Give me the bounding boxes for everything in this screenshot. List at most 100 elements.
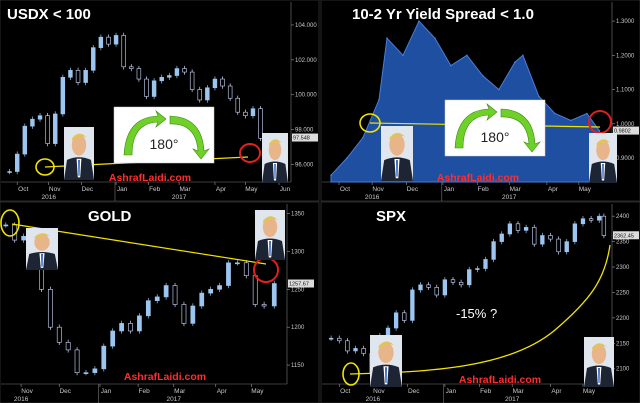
candle-body — [328, 337, 334, 340]
usdx-title: USDX < 100 — [7, 6, 91, 23]
y-tick-label: 102.000 — [295, 58, 317, 64]
candle-body — [220, 78, 225, 87]
highlight-circle — [239, 143, 261, 163]
y-tick-label: 2100 — [616, 367, 630, 373]
candle-body — [92, 368, 98, 373]
rotation-label: 180° — [150, 136, 179, 152]
candle-body — [353, 348, 358, 352]
candle-body — [91, 47, 96, 71]
y-tick-label: 2300 — [616, 265, 630, 271]
candle-body — [121, 35, 126, 68]
year-label: 2016 — [41, 194, 56, 201]
candle-body — [154, 296, 160, 301]
portrait-tie — [396, 160, 398, 177]
candle-body — [402, 312, 407, 321]
candle-body — [30, 118, 35, 127]
candle-body — [258, 108, 263, 139]
portrait-tie — [274, 164, 276, 179]
candle-body — [83, 70, 88, 83]
y-tick-label: 2350 — [616, 240, 630, 246]
candle-body — [113, 35, 119, 45]
x-tick-label: Nov — [21, 388, 33, 395]
candle-body — [243, 262, 249, 276]
candle-body — [53, 113, 58, 144]
candle-body — [601, 215, 607, 236]
candle-body — [597, 215, 602, 221]
y-tick-label: 1200 — [291, 325, 305, 331]
x-tick-label: Apr — [217, 388, 228, 395]
portrait-tie — [602, 164, 604, 179]
candle-body — [3, 224, 9, 227]
candle-body — [119, 323, 124, 332]
y-tick-label: 1.2000 — [616, 53, 635, 59]
y-tick-label: 1350 — [291, 212, 305, 218]
candle-body — [199, 292, 205, 307]
year-label: 2016 — [14, 396, 29, 403]
candle-body — [540, 235, 545, 245]
candle-body — [483, 259, 488, 269]
x-tick-label: Jan — [446, 388, 457, 395]
candle-body — [345, 340, 350, 352]
highlight-circle — [342, 362, 360, 386]
x-tick-label: Oct — [340, 186, 350, 193]
watermark: AshrafLaidi.com — [124, 371, 206, 383]
data-point — [570, 119, 572, 122]
y-tick-label: 0.9000 — [616, 156, 635, 162]
candle-body — [190, 305, 196, 324]
portrait-face — [262, 217, 278, 237]
candle-body — [271, 283, 277, 307]
data-point — [346, 157, 348, 159]
candle-body — [68, 70, 73, 78]
portrait-face — [596, 140, 610, 160]
candle-body — [136, 68, 142, 80]
x-tick-label: May — [251, 388, 264, 395]
candle-body — [475, 268, 480, 270]
gold-title: GOLD — [88, 208, 131, 225]
data-point — [482, 75, 484, 77]
usdx-panel: USDX < 100 104.000 102.000 100.000 98.000 96… — [0, 0, 320, 202]
year-label: 2017 — [505, 396, 520, 403]
candle-body — [45, 115, 50, 144]
x-tick-label: Mar — [510, 186, 522, 193]
candle-body — [564, 241, 569, 253]
x-tick-label: Feb — [149, 186, 161, 193]
candle-body — [197, 89, 202, 101]
x-tick-label: Apr — [216, 186, 227, 193]
x-tick-label: Nov — [49, 186, 61, 193]
candle-body — [252, 275, 258, 305]
candle-body — [21, 235, 26, 241]
x-tick-label: Dec — [407, 186, 419, 193]
portrait-hair — [71, 133, 87, 141]
candle-body — [385, 327, 391, 336]
data-point — [598, 129, 601, 132]
data-point — [450, 64, 452, 67]
candle-body — [98, 36, 104, 48]
candle-body — [208, 289, 214, 294]
candle-body — [7, 171, 12, 173]
portrait-hair — [262, 216, 278, 223]
candle-body — [580, 218, 586, 225]
last-value-box — [613, 231, 639, 240]
portrait-hair — [268, 139, 282, 146]
yield-spread-panel: 10-2 Yr Yield Spread < 1.0 1.3000 1.2000 1… — [320, 0, 640, 202]
x-tick-label: Nov — [373, 388, 385, 395]
portrait-hair — [378, 341, 395, 349]
portrait-tie — [385, 367, 387, 383]
candle-body — [458, 281, 464, 286]
rotate-arrow-icon — [500, 108, 541, 153]
data-point — [586, 112, 588, 115]
last-value-label: 0.9802 — [614, 129, 631, 135]
candle-body — [572, 223, 578, 242]
year-label: 2016 — [365, 194, 380, 201]
candle-body — [261, 304, 267, 307]
candle-body — [227, 85, 233, 99]
candle-body — [212, 78, 218, 89]
rotate-arrow-icon — [454, 103, 498, 149]
x-tick-label: Apr — [548, 186, 559, 193]
x-tick-label: Oct — [18, 186, 28, 193]
candle-body — [65, 342, 71, 351]
rotate-arrow-icon — [169, 115, 210, 160]
candle-body — [172, 285, 178, 305]
x-tick-label: Mar — [179, 186, 191, 193]
watermark: AshrafLaidi.com — [437, 172, 519, 184]
